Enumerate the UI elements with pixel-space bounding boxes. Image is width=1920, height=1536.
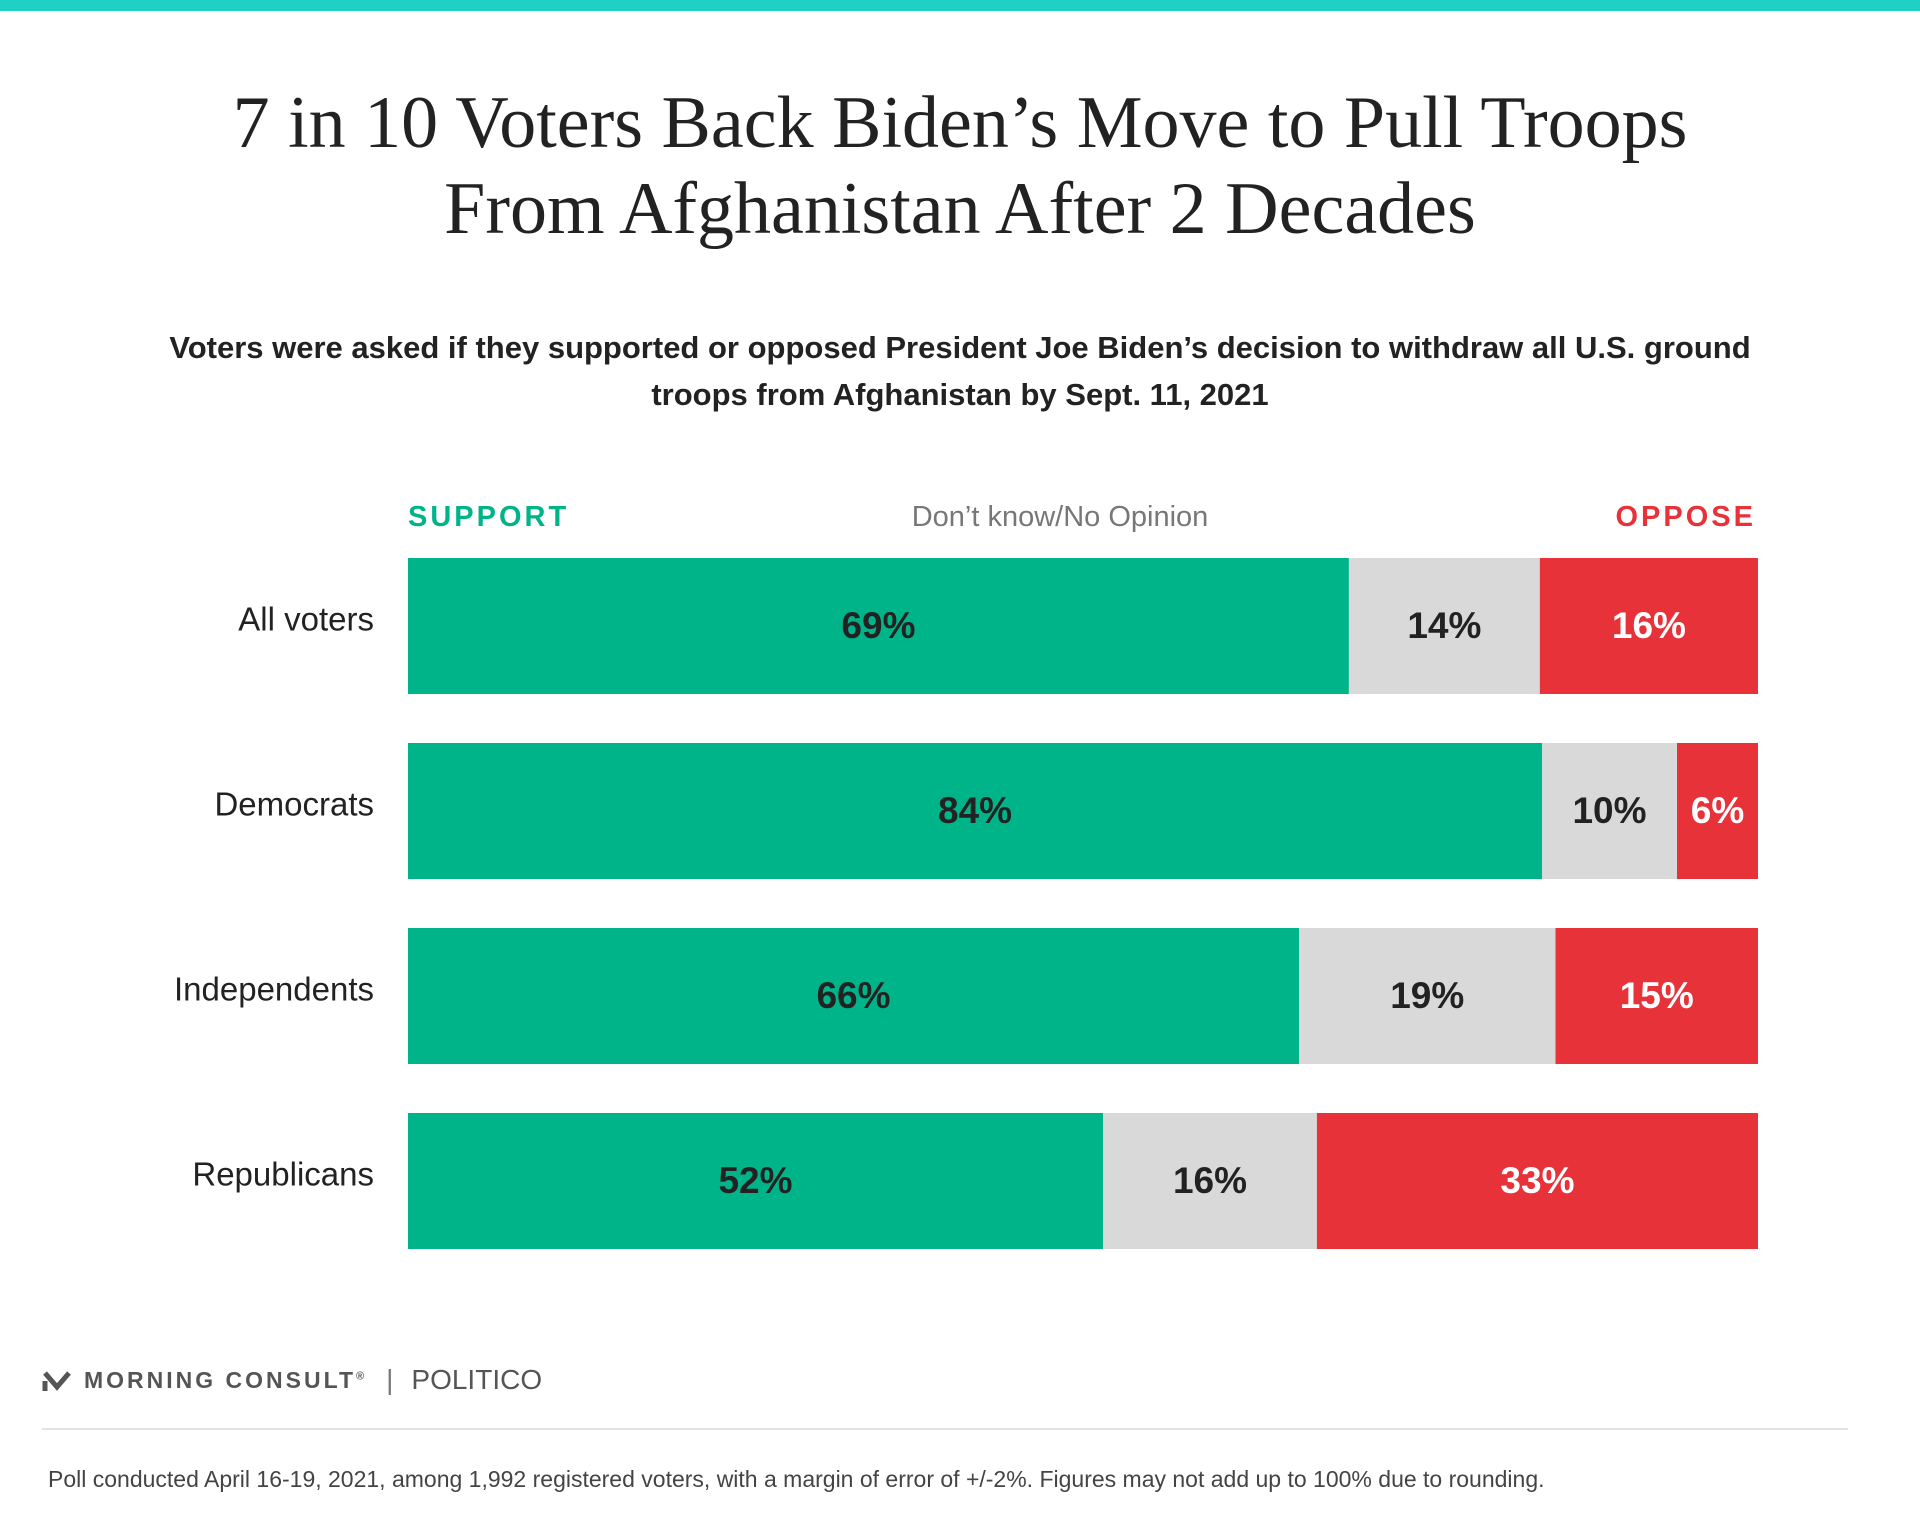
bar-independents-oppose [1555, 928, 1758, 1064]
data-label-republicans-support: 52% [718, 1160, 792, 1201]
data-label-republicans-oppose: 33% [1500, 1160, 1574, 1201]
bar-democrats-support [408, 743, 1542, 879]
category-label-independents: Independents [174, 971, 374, 1008]
legend-oppose: OPPOSE [1616, 501, 1757, 533]
data-label-all-voters-oppose: 16% [1612, 605, 1686, 646]
data-label-independents-dont-know: 19% [1390, 975, 1464, 1016]
bar-democrats-oppose [1677, 743, 1758, 879]
footnote: Poll conducted April 16-19, 2021, among … [48, 1466, 1545, 1492]
data-label-all-voters-dont-know: 14% [1407, 605, 1481, 646]
bar-all-voters-support [408, 558, 1349, 694]
category-label-republicans: Republicans [192, 1156, 374, 1193]
data-label-independents-support: 66% [816, 975, 890, 1016]
morning-consult-logo-icon [42, 1371, 71, 1391]
data-label-independents-oppose: 15% [1620, 975, 1694, 1016]
morning-consult-wordmark: MORNING CONSULT® [84, 1366, 365, 1393]
stacked-bar-chart: SUPPORT Don’t know/No Opinion OPPOSE All… [174, 501, 1758, 1249]
chart-title: 7 in 10 Voters Back Biden’s Move to Pull… [232, 82, 1688, 250]
bar-all-voters-dont-know [1348, 558, 1540, 694]
bar-independents-support [408, 928, 1299, 1064]
politico-wordmark: POLITICO [411, 1364, 543, 1395]
bar-republicans-dont-know [1103, 1113, 1317, 1249]
bar-all-voters-oppose [1539, 558, 1758, 694]
data-label-democrats-dont-know: 10% [1572, 790, 1646, 831]
footer-divider [42, 1428, 1848, 1430]
bar-independents-dont-know [1299, 928, 1556, 1064]
bars-group: All voters 69% 14% 16% Democrats 84% 10% 6% Inde… [174, 558, 1758, 1249]
data-label-democrats-oppose: 6% [1691, 790, 1744, 831]
legend-dont-know: Don’t know/No Opinion [912, 501, 1209, 533]
top-accent-bar [0, 0, 1920, 11]
data-label-democrats-support: 84% [938, 790, 1012, 831]
chart-subtitle: Voters were asked if they supported or o… [169, 330, 1751, 412]
data-label-all-voters-support: 69% [841, 605, 915, 646]
logo-separator: | [386, 1364, 394, 1395]
bar-republicans-support [408, 1113, 1104, 1249]
category-label-democrats: Democrats [214, 786, 374, 823]
bar-republicans-oppose [1316, 1113, 1758, 1249]
bar-democrats-dont-know [1542, 743, 1677, 879]
data-label-republicans-dont-know: 16% [1173, 1160, 1247, 1201]
logo-row: MORNING CONSULT® | POLITICO [42, 1360, 542, 1400]
category-label-all-voters: All voters [238, 601, 374, 638]
legend-support: SUPPORT [408, 501, 569, 533]
